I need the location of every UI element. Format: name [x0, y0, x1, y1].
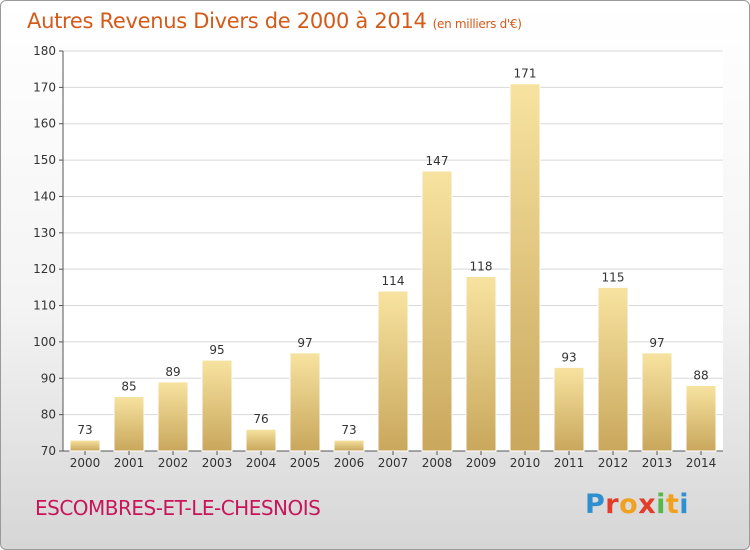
y-tick-label: 120 [33, 262, 56, 276]
bar-2001 [113, 395, 145, 452]
data-label-2014: 88 [693, 369, 708, 383]
x-tick-label-2005: 2005 [290, 456, 321, 470]
x-tick-label-2007: 2007 [378, 456, 409, 470]
x-tick-label-2014: 2014 [686, 456, 717, 470]
data-label-2002: 89 [165, 365, 180, 379]
y-tick-label: 160 [33, 117, 56, 131]
x-tick-label-2012: 2012 [598, 456, 629, 470]
x-tick-label-2002: 2002 [158, 456, 189, 470]
x-tick-label-2001: 2001 [114, 456, 145, 470]
bar-2013 [641, 352, 673, 452]
y-tick-label: 150 [33, 153, 56, 167]
x-tick-label-2009: 2009 [466, 456, 497, 470]
data-label-2007: 114 [382, 274, 405, 288]
data-label-2003: 95 [209, 343, 224, 357]
x-tick-label-2003: 2003 [202, 456, 233, 470]
bar-2005 [289, 352, 321, 452]
chart-unit-label: (en milliers d'€) [432, 17, 522, 31]
data-label-2000: 73 [77, 423, 92, 437]
y-tick-label: 110 [33, 299, 56, 313]
y-tick-label: 140 [33, 189, 56, 203]
bar-2002 [157, 381, 189, 452]
data-label-2006: 73 [341, 423, 356, 437]
bar-2006 [333, 439, 365, 452]
y-tick-label: 100 [33, 335, 56, 349]
data-label-2001: 85 [121, 379, 136, 393]
bar-2012 [597, 286, 629, 452]
x-tick-label-2008: 2008 [422, 456, 453, 470]
x-tick-label-2006: 2006 [334, 456, 365, 470]
chart-title: Autres Revenus Divers de 2000 à 2014 (en … [27, 9, 522, 33]
bar-2007 [377, 290, 409, 452]
data-label-2012: 115 [602, 270, 625, 284]
bar-2014 [685, 385, 717, 452]
y-tick-label: 80 [41, 408, 56, 422]
x-tick-label-2011: 2011 [554, 456, 585, 470]
y-tick-label: 130 [33, 226, 56, 240]
bar-2003 [201, 359, 233, 452]
bar-2000 [69, 439, 101, 452]
y-tick-label: 90 [41, 371, 56, 385]
data-label-2008: 147 [426, 154, 449, 168]
x-tick-label-2013: 2013 [642, 456, 673, 470]
bar-2008 [421, 170, 453, 452]
data-label-2009: 118 [470, 259, 493, 273]
bar-2010 [509, 83, 541, 452]
x-tick-label-2004: 2004 [246, 456, 277, 470]
bar-2011 [553, 366, 585, 452]
commune-name: ESCOMBRES-ET-LE-CHESNOIS [35, 496, 321, 520]
y-tick-label: 70 [41, 444, 56, 458]
data-label-2005: 97 [297, 336, 312, 350]
data-label-2013: 97 [649, 336, 664, 350]
y-tick-label: 170 [33, 80, 56, 94]
proxiti-logo: Proxiti [585, 489, 690, 520]
bar-2009 [465, 275, 497, 452]
x-tick-label-2010: 2010 [510, 456, 541, 470]
x-tick-label-2000: 2000 [70, 456, 101, 470]
chart-title-text: Autres Revenus Divers de 2000 à 2014 [27, 9, 427, 33]
data-label-2010: 171 [514, 67, 537, 81]
data-label-2004: 76 [253, 412, 268, 426]
bar-2004 [245, 428, 277, 452]
y-tick-label: 180 [33, 44, 56, 58]
data-label-2011: 93 [561, 350, 576, 364]
